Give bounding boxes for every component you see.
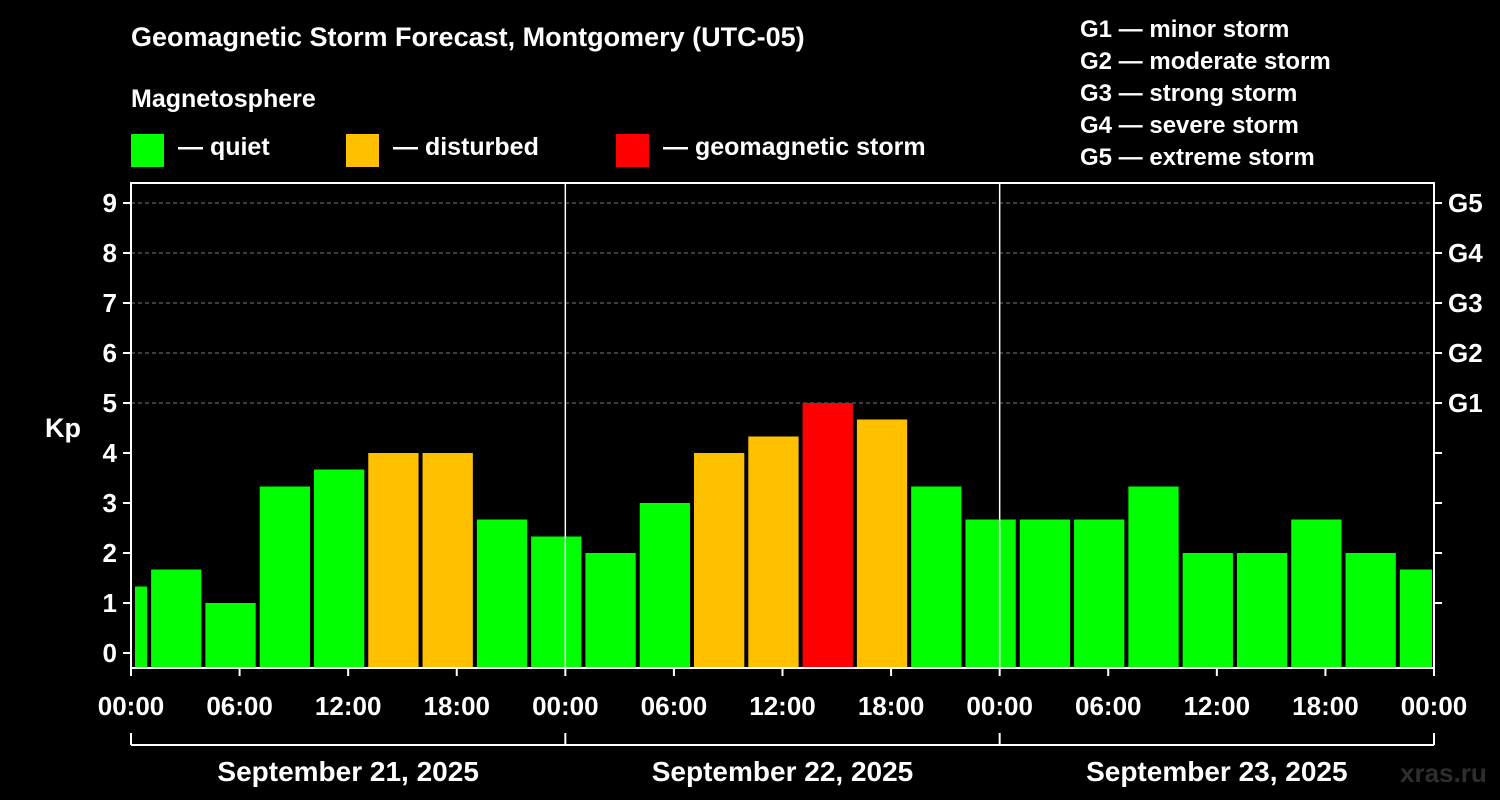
y-tick-label-2: 2 (103, 538, 117, 568)
kp-bar-0 (135, 586, 148, 668)
legend-swatch-storm (616, 134, 649, 167)
kp-bar-3 (259, 486, 310, 668)
kp-bar-8 (531, 536, 582, 668)
y-tick-label-6: 6 (103, 338, 117, 368)
y-tick-label-5: 5 (103, 388, 117, 418)
legend-item-storm: — geomagnetic storm (616, 133, 926, 167)
x-tick-label-9: 06:00 (1075, 691, 1142, 721)
day-label-3: September 23, 2025 (1086, 756, 1348, 787)
kp-bar-2 (205, 603, 256, 668)
kp-bar-16 (965, 519, 1016, 668)
x-tick-label-6: 12:00 (749, 691, 816, 721)
right-tick-label-g5: G5 (1448, 188, 1483, 218)
y-tick-label-0: 0 (103, 638, 117, 668)
kp-bar-14 (856, 419, 908, 668)
kp-bar-5 (368, 453, 419, 668)
y-tick-label-8: 8 (103, 238, 117, 268)
legend-label-quiet: — quiet (178, 133, 270, 161)
x-tick-label-12: 00:00 (1401, 691, 1468, 721)
day-label-1: September 21, 2025 (217, 756, 479, 787)
y-tick-label-7: 7 (103, 288, 117, 318)
x-tick-label-4: 00:00 (532, 691, 599, 721)
x-tick-label-11: 18:00 (1292, 691, 1359, 721)
legend-label-disturbed: — disturbed (393, 133, 539, 161)
kp-bar-17 (1019, 519, 1071, 668)
kp-bar-4 (313, 469, 365, 668)
kp-bar-7 (476, 519, 528, 668)
storm-level-g1: G1 — minor storm (1080, 16, 1290, 43)
watermark: xras.ru (1400, 758, 1487, 788)
legend-item-disturbed: — disturbed (346, 133, 539, 167)
day-label-2: September 22, 2025 (652, 756, 914, 787)
y-tick-label-4: 4 (103, 438, 118, 468)
storm-level-g2: G2 — moderate storm (1080, 48, 1331, 75)
kp-bar-21 (1236, 553, 1288, 668)
kp-bar-10 (639, 503, 691, 668)
legend-swatch-disturbed (346, 134, 379, 167)
x-tick-label-5: 06:00 (641, 691, 708, 721)
y-tick-label-3: 3 (103, 488, 117, 518)
right-tick-label-g4: G4 (1448, 238, 1483, 268)
kp-bar-9 (585, 553, 636, 668)
x-tick-label-3: 18:00 (424, 691, 491, 721)
kp-bar-19 (1128, 486, 1179, 668)
y-tick-label-1: 1 (103, 588, 117, 618)
kp-bar-11 (694, 453, 745, 668)
x-tick-label-0: 00:00 (98, 691, 165, 721)
legend-swatch-quiet (131, 134, 164, 167)
legend-label-storm: — geomagnetic storm (663, 133, 926, 161)
kp-bar-6 (422, 453, 473, 668)
x-tick-label-7: 18:00 (858, 691, 925, 721)
kp-bar-23 (1345, 553, 1396, 668)
x-tick-label-10: 12:00 (1184, 691, 1251, 721)
storm-level-legend: G1 — minor storm G2 — moderate storm G3 … (1080, 14, 1331, 174)
right-tick-label-g2: G2 (1448, 338, 1483, 368)
storm-level-g3: G3 — strong storm (1080, 80, 1298, 107)
x-tick-label-1: 06:00 (206, 691, 273, 721)
magnetosphere-label: Magnetosphere (131, 85, 316, 113)
kp-bar-15 (911, 486, 962, 668)
kp-bar-13 (802, 403, 853, 668)
right-tick-label-g3: G3 (1448, 288, 1483, 318)
y-tick-label-9: 9 (103, 188, 117, 218)
kp-bar-24 (1399, 569, 1432, 668)
legend-item-quiet: — quiet (131, 133, 270, 167)
page-title: Geomagnetic Storm Forecast, Montgomery (… (131, 22, 805, 52)
storm-level-g5: G5 — extreme storm (1080, 144, 1315, 171)
kp-bar-18 (1074, 519, 1125, 668)
x-tick-label-2: 12:00 (315, 691, 382, 721)
right-tick-label-g1: G1 (1448, 388, 1483, 418)
kp-bar-20 (1182, 553, 1233, 668)
x-tick-label-8: 00:00 (966, 691, 1033, 721)
kp-bar-1 (151, 569, 202, 668)
y-axis-label: Kp (45, 413, 81, 443)
storm-level-g4: G4 — severe storm (1080, 112, 1299, 139)
kp-bar-12 (748, 436, 799, 668)
kp-bar-22 (1291, 519, 1342, 668)
